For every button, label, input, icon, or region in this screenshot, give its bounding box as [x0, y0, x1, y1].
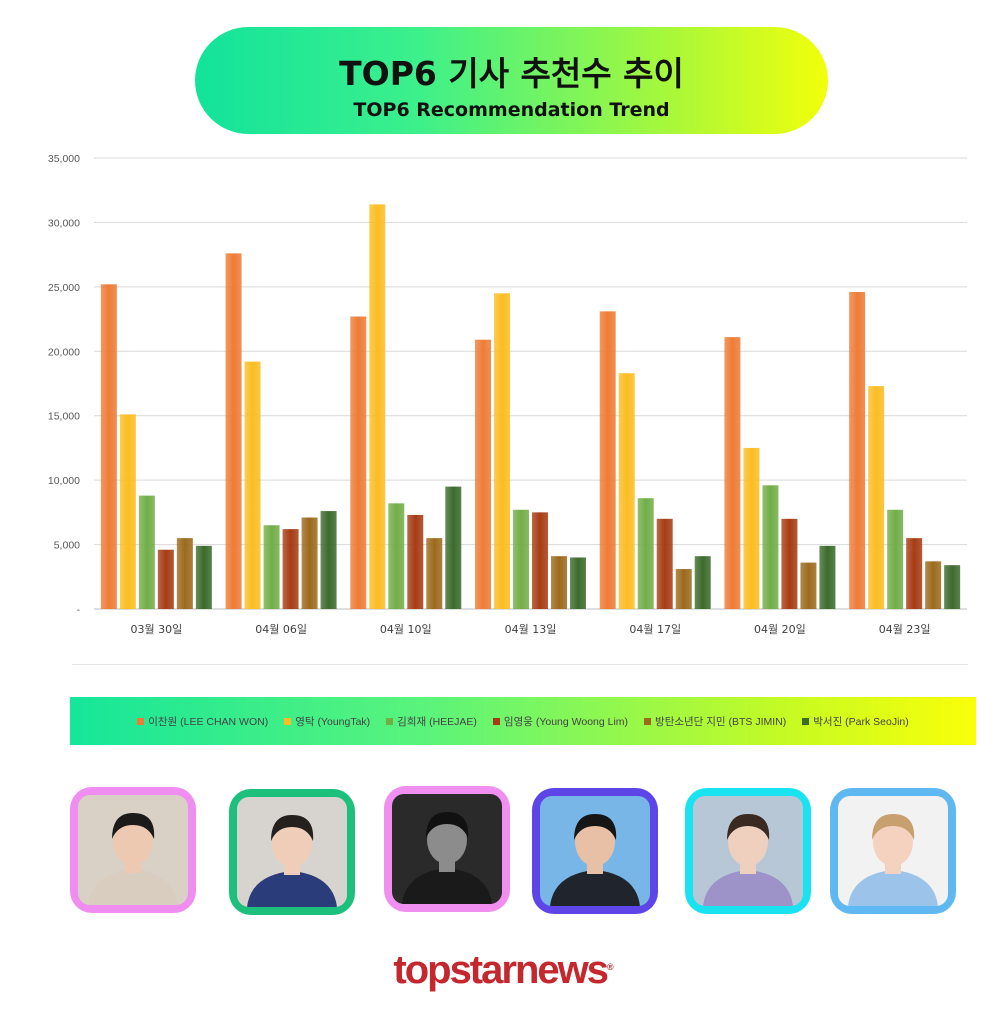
bar — [176, 538, 193, 609]
y-tick-label: 15,000 — [48, 411, 80, 423]
legend-item: 임영웅 (Young Woong Lim) — [492, 714, 629, 729]
bar — [445, 486, 462, 609]
bar — [599, 311, 616, 609]
y-tick-label: 20,000 — [48, 346, 80, 358]
bar — [925, 561, 942, 609]
x-tick-label: 04월 06일 — [255, 622, 307, 636]
y-tick-label: 30,000 — [48, 217, 80, 229]
bar — [675, 569, 692, 609]
portrait-photo — [70, 787, 196, 913]
legend-label: 영탁 (YoungTak) — [295, 715, 371, 728]
legend-item: 박서진 (Park SeoJin) — [802, 714, 909, 729]
bar — [513, 509, 529, 609]
bar — [225, 253, 242, 609]
bar — [887, 509, 904, 609]
chart-title: TOP6 기사 추천수 추이 — [339, 54, 684, 93]
bar — [494, 293, 510, 609]
bar — [819, 545, 836, 609]
y-tick-label: 10,000 — [48, 475, 80, 487]
bar — [426, 538, 443, 609]
legend-label: 김희재 (HEEJAE) — [397, 715, 477, 728]
portrait-photo — [830, 788, 956, 914]
x-tick-label: 04월 20일 — [754, 622, 806, 636]
legend-label: 이찬원 (LEE CHAN WON) — [148, 715, 269, 728]
portrait-image — [693, 796, 803, 906]
bar — [388, 503, 405, 609]
bar — [244, 361, 261, 609]
bar — [656, 518, 673, 609]
legend-item: 김희재 (HEEJAE) — [386, 714, 477, 729]
bar — [906, 538, 923, 609]
legend-swatch — [644, 717, 652, 725]
bar — [100, 284, 117, 609]
portrait-image — [78, 795, 188, 905]
bar — [475, 339, 491, 609]
x-tick-label: 04월 10일 — [380, 622, 432, 636]
bar — [637, 498, 654, 609]
bar — [800, 562, 817, 609]
bar — [532, 512, 548, 609]
bar — [618, 373, 635, 609]
topstarnews-logo: topstarnews® — [393, 948, 614, 992]
portrait-image — [392, 794, 502, 904]
legend-item: 이찬원 (LEE CHAN WON) — [137, 714, 268, 729]
bar — [781, 518, 798, 609]
bar-chart: - 5,000 10,000 15,000 20,000 25,000 30,000 35,0… — [48, 153, 967, 636]
bar — [119, 414, 136, 609]
bar — [320, 511, 337, 609]
y-tick-label: 5,000 — [54, 540, 80, 552]
bar — [195, 545, 212, 609]
x-tick-label: 04월 17일 — [629, 622, 681, 636]
chart-legend: 이찬원 (LEE CHAN WON) 영탁 (YoungTak) 김희재 (HEEJ… — [70, 697, 976, 745]
legend-swatch — [137, 717, 145, 725]
bar — [849, 292, 866, 609]
x-tick-label: 03월 30일 — [130, 622, 182, 636]
legend-swatch — [386, 717, 394, 725]
bar — [407, 514, 424, 609]
bar — [762, 485, 779, 609]
x-tick-label: 04월 23일 — [879, 622, 931, 636]
chart-subtitle: TOP6 Recommendation Trend — [353, 99, 670, 121]
chart-separator — [72, 664, 968, 665]
bar — [551, 556, 567, 609]
y-tick-label: 35,000 — [48, 153, 80, 165]
legend-item: 영탁 (YoungTak) — [284, 714, 370, 729]
bar — [724, 337, 741, 609]
y-tick-label: 25,000 — [48, 282, 80, 294]
x-tick-label: 04월 13일 — [505, 622, 557, 636]
portrait-image — [838, 796, 948, 906]
bar — [157, 549, 174, 609]
portrait-image — [237, 797, 347, 907]
bar — [369, 204, 386, 609]
legend-swatch — [492, 717, 500, 725]
bar — [301, 517, 318, 609]
bar — [282, 529, 299, 609]
legend-label: 박서진 (Park SeoJin) — [813, 715, 909, 728]
legend-swatch — [802, 717, 810, 725]
portrait-photo — [685, 788, 811, 914]
bar — [743, 447, 760, 609]
bar — [570, 557, 586, 609]
title-banner: TOP6 기사 추천수 추이 TOP6 Recommendation Trend — [195, 27, 828, 134]
portrait-photo — [532, 788, 658, 914]
portrait-image — [540, 796, 650, 906]
y-tick-label: - — [77, 604, 81, 616]
legend-label: 방탄소년단 지민 (BTS JIMIN) — [655, 715, 787, 728]
portrait-photo — [229, 789, 355, 915]
bar — [868, 386, 885, 609]
bar — [694, 556, 711, 609]
legend-item: 방탄소년단 지민 (BTS JIMIN) — [644, 714, 786, 729]
legend-swatch — [284, 717, 292, 725]
portrait-photo — [384, 786, 510, 912]
legend-label: 임영웅 (Young Woong Lim) — [503, 715, 629, 728]
bar — [263, 525, 280, 609]
bar — [944, 565, 961, 609]
bar — [138, 495, 155, 609]
bar — [350, 316, 367, 609]
